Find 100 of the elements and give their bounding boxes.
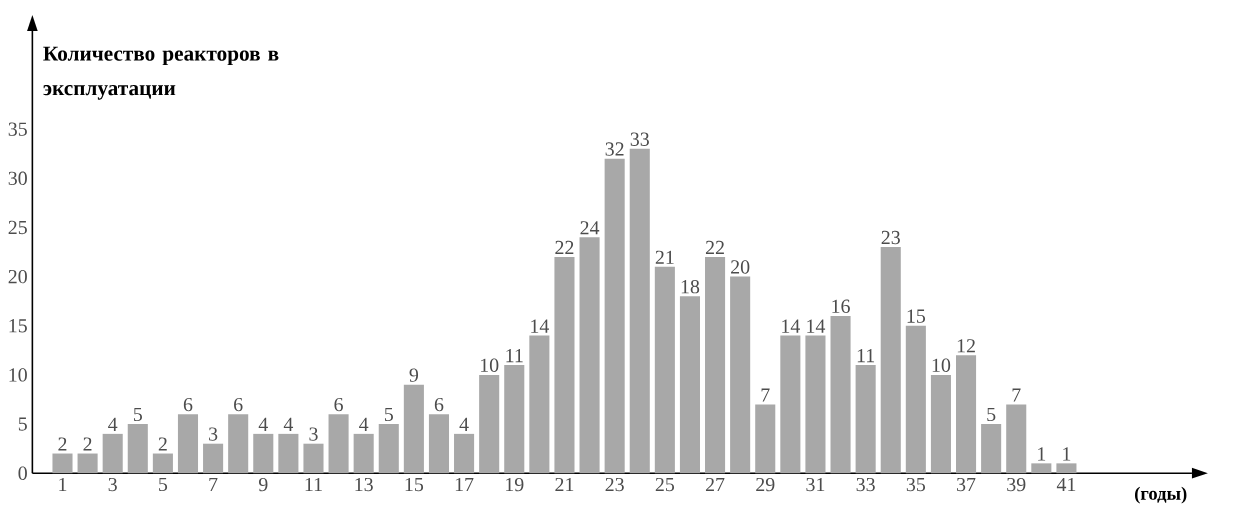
- data-label: 4: [459, 417, 469, 431]
- data-label: 4: [108, 417, 118, 431]
- x-tick-label: 37: [957, 477, 976, 492]
- data-label: 9: [409, 368, 419, 382]
- y-axis-title: Количество реакторов в эксплуатации: [43, 46, 279, 100]
- y-tick-label: 15: [9, 319, 27, 333]
- bar: [780, 335, 801, 474]
- data-label: 6: [434, 397, 444, 412]
- data-label: 22: [705, 240, 724, 255]
- data-label: 21: [655, 250, 674, 264]
- data-label: 14: [807, 319, 826, 333]
- data-label: 24: [580, 221, 600, 235]
- data-label: 4: [258, 417, 268, 431]
- data-label: 20: [731, 260, 750, 274]
- bar: [403, 384, 424, 474]
- bar: [479, 374, 500, 474]
- data-label: 7: [761, 388, 770, 402]
- data-label: 1: [1038, 447, 1046, 461]
- y-tick-label: 0: [18, 466, 27, 480]
- bar: [805, 335, 826, 474]
- y-tick-label: 35: [8, 122, 27, 136]
- data-label: 12: [957, 339, 975, 353]
- bar: [679, 296, 700, 474]
- bar: [930, 374, 951, 474]
- data-label: 10: [480, 358, 499, 372]
- bar: [629, 148, 650, 474]
- x-tick-label: 15: [405, 477, 424, 492]
- data-label: 33: [630, 132, 649, 146]
- y-tick-label: 30: [8, 171, 27, 186]
- data-label: 6: [234, 397, 243, 412]
- data-label: 10: [932, 358, 951, 372]
- x-tick-label: 1: [59, 477, 67, 492]
- x-tick-label: 5: [159, 477, 168, 492]
- data-label: 1: [1063, 447, 1071, 461]
- data-label: 11: [857, 348, 875, 363]
- bar: [855, 365, 876, 474]
- y-tick-label: 20: [8, 269, 27, 284]
- data-label: 5: [987, 407, 996, 422]
- bar: [705, 256, 726, 474]
- bar: [880, 247, 901, 474]
- bar: [353, 433, 374, 474]
- bar: [228, 414, 249, 474]
- bar: [1056, 463, 1077, 474]
- bar: [428, 414, 450, 474]
- data-label: 2: [58, 437, 67, 451]
- bar: [52, 453, 73, 474]
- data-label: 2: [83, 437, 92, 451]
- x-tick-label: 23: [605, 477, 624, 492]
- bar: [604, 158, 625, 474]
- x-tick-label: 3: [108, 477, 117, 492]
- x-tick-label: 27: [705, 477, 725, 492]
- x-tick-label: 7: [209, 477, 218, 491]
- bar: [328, 414, 349, 474]
- bar: [730, 276, 751, 474]
- data-label: 15: [907, 309, 926, 323]
- bar: [454, 433, 475, 474]
- y-tick-label: 25: [8, 220, 27, 235]
- x-axis-title: (годы): [1134, 486, 1187, 504]
- x-tick-label: 41: [1056, 477, 1076, 492]
- bar: [152, 453, 173, 474]
- data-label: 3: [309, 427, 318, 441]
- x-tick-label: 21: [555, 477, 574, 492]
- bar: [905, 325, 926, 474]
- data-label: 3: [209, 427, 218, 441]
- bar: [253, 433, 274, 474]
- bar: [1031, 463, 1052, 474]
- bar: [102, 433, 123, 474]
- data-label: 7: [1012, 388, 1021, 402]
- data-label: 6: [334, 397, 343, 412]
- bar: [1006, 404, 1027, 474]
- x-tick-label: 25: [655, 477, 675, 492]
- data-label: 11: [506, 348, 523, 363]
- bar: [504, 365, 525, 474]
- bar: [127, 424, 148, 474]
- bar: [654, 266, 675, 474]
- x-tick-label: 31: [806, 477, 825, 492]
- bar: [177, 414, 199, 474]
- data-label: 5: [133, 407, 142, 422]
- x-tick-label: 13: [355, 477, 373, 492]
- x-tick-label: 17: [455, 477, 474, 492]
- bar: [755, 404, 776, 474]
- y-tick-label: 10: [9, 368, 27, 382]
- data-label: 14: [531, 319, 550, 333]
- data-label: 4: [283, 417, 294, 431]
- bar: [579, 237, 600, 474]
- bar: [77, 453, 98, 474]
- x-tick-label: 39: [1007, 477, 1026, 492]
- x-tick-label: 35: [906, 477, 926, 492]
- x-tick-label: 33: [856, 477, 875, 492]
- bar: [303, 443, 324, 474]
- data-label: 14: [782, 319, 800, 333]
- bar: [981, 424, 1002, 474]
- data-label: 5: [384, 407, 393, 422]
- x-tick-label: 29: [756, 477, 775, 492]
- x-tick-label: 11: [305, 477, 322, 492]
- data-label: 16: [832, 299, 850, 313]
- bar: [830, 315, 851, 474]
- x-tick-label: 19: [506, 477, 524, 492]
- data-label: 22: [555, 240, 574, 255]
- data-label: 23: [881, 230, 900, 245]
